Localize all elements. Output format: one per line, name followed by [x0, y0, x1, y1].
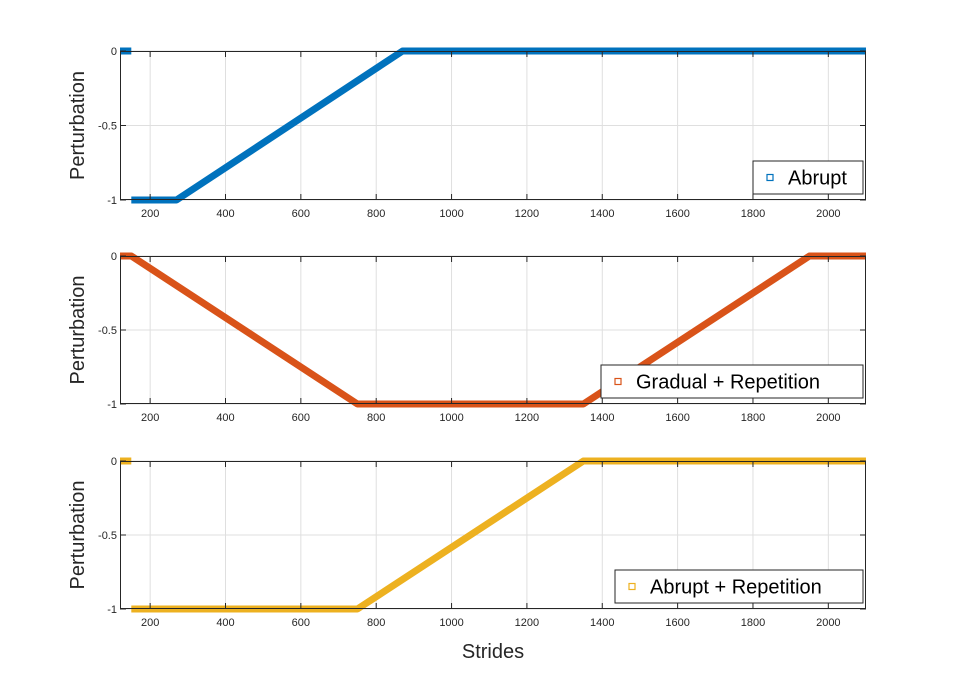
x-tick-label: 2000 — [816, 208, 840, 220]
legend-entry-label: Abrupt — [788, 168, 847, 190]
y-axis-label: Perturbation — [67, 481, 89, 590]
y-tick-label: -1 — [107, 399, 117, 411]
x-tick-label: 2000 — [816, 617, 840, 629]
x-tick-label: 1400 — [590, 617, 614, 629]
legend-box — [614, 569, 864, 604]
y-tick-label: -0.5 — [98, 325, 117, 337]
x-axis-label: Strides — [462, 641, 524, 663]
y-axis-label: Perturbation — [67, 276, 89, 385]
legend: Gradual + Repetition — [600, 364, 864, 399]
x-tick-label: 200 — [141, 617, 159, 629]
subplot-3: 200 400 600 800 1000 1200 1400 1600 1800 2000 0 -0.… — [67, 456, 866, 663]
legend-box — [600, 364, 864, 399]
y-tick-label: -0.5 — [98, 530, 117, 542]
x-tick-label: 200 — [141, 412, 159, 424]
y-tick-label: 0 — [111, 46, 117, 58]
y-tick-label: 0 — [111, 251, 117, 263]
x-tick-label: 1000 — [439, 208, 463, 220]
x-tick-label: 1200 — [515, 412, 539, 424]
x-tick-label: 400 — [216, 412, 234, 424]
x-tick-label: 400 — [216, 617, 234, 629]
x-tick-label: 2000 — [816, 412, 840, 424]
x-tick-label: 800 — [367, 617, 385, 629]
x-tick-label: 800 — [367, 412, 385, 424]
x-tick-label: 1200 — [515, 617, 539, 629]
x-tick-label: 1000 — [439, 412, 463, 424]
y-tick-label: -1 — [107, 604, 117, 616]
y-tick-label: 0 — [111, 456, 117, 468]
x-tick-label: 1800 — [741, 617, 765, 629]
x-tick-label: 1400 — [590, 208, 614, 220]
subplot-2: 200 400 600 800 1000 1200 1400 1600 1800 2000 0 -0.… — [67, 251, 866, 424]
y-tick-label: -0.5 — [98, 121, 117, 133]
x-tick-label: 400 — [216, 208, 234, 220]
legend: Abrupt + Repetition — [614, 569, 864, 604]
x-tick-label: 1800 — [741, 208, 765, 220]
legend-marker-square-icon — [766, 173, 774, 182]
x-tick-label: 600 — [292, 208, 310, 220]
subplot-1: 200 400 600 800 1000 1200 1400 1600 1800 2000 0 -0.… — [67, 46, 866, 220]
x-tick-label: 1200 — [515, 208, 539, 220]
x-tick-label: 1400 — [590, 412, 614, 424]
x-tick-label: 200 — [141, 208, 159, 220]
x-tick-label: 1000 — [439, 617, 463, 629]
legend-marker-square-icon — [628, 582, 636, 591]
legend-entry-label: Gradual + Repetition — [636, 372, 820, 394]
legend-entry-label: Abrupt + Repetition — [650, 577, 822, 599]
x-tick-label: 1600 — [665, 412, 689, 424]
x-tick-label: 1800 — [741, 412, 765, 424]
y-axis-label: Perturbation — [67, 71, 89, 180]
y-tick-label: -1 — [107, 195, 117, 207]
x-tick-label: 600 — [292, 617, 310, 629]
x-tick-label: 1600 — [665, 208, 689, 220]
x-tick-label: 800 — [367, 208, 385, 220]
legend: Abrupt — [752, 160, 864, 195]
legend-box — [752, 160, 864, 195]
legend-marker-square-icon — [614, 377, 622, 386]
x-tick-label: 600 — [292, 412, 310, 424]
x-tick-label: 1600 — [665, 617, 689, 629]
